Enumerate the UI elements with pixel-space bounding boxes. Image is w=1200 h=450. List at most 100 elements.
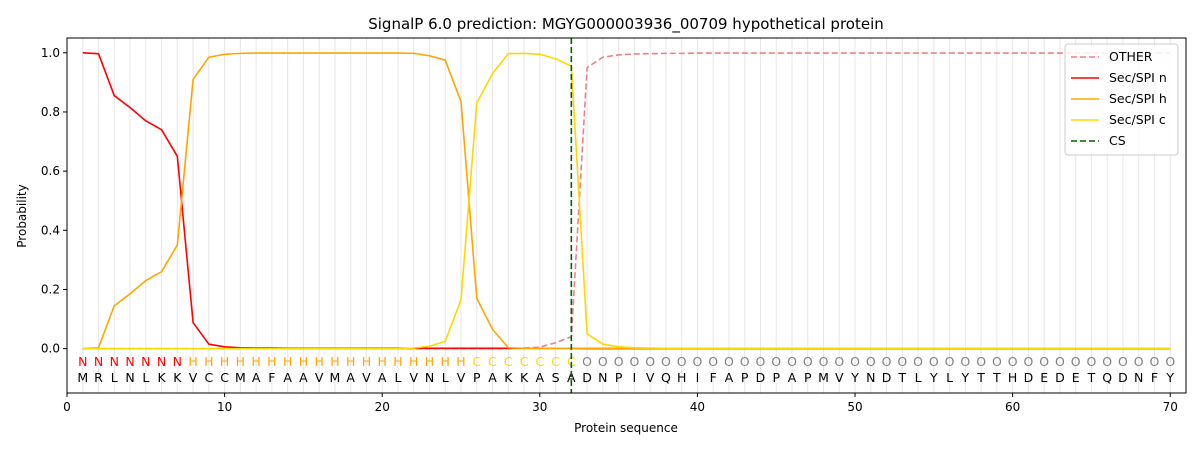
residue-letter: L: [946, 370, 953, 385]
residue-letter: V: [457, 370, 466, 385]
residue-letter: E: [1040, 370, 1048, 385]
x-tick-label: 40: [690, 400, 705, 414]
legend: OTHER Sec/SPI n Sec/SPI h Sec/SPI c CS: [1064, 43, 1179, 156]
region-label: C: [472, 354, 481, 369]
region-label: H: [236, 354, 245, 369]
region-label: O: [598, 354, 608, 369]
residue-letter: Y: [961, 370, 970, 385]
residue-letter: M: [235, 370, 246, 385]
region-label: O: [834, 354, 844, 369]
y-tick-label: 0.4: [41, 223, 60, 237]
region-label: C: [520, 354, 529, 369]
x-tick-label: 30: [532, 400, 547, 414]
residue-letter: Y: [850, 370, 859, 385]
region-label: O: [1150, 354, 1160, 369]
residue-letter: F: [710, 370, 717, 385]
region-label: H: [330, 354, 339, 369]
x-axis-label: Protein sequence: [574, 421, 678, 435]
region-label: O: [960, 354, 970, 369]
residue-letter: D: [1055, 370, 1065, 385]
legend-label: OTHER: [1109, 49, 1153, 64]
region-label: O: [929, 354, 939, 369]
residue-letter: V: [362, 370, 371, 385]
residue-letter: S: [552, 370, 560, 385]
residue-letter: V: [189, 370, 198, 385]
residue-letter: V: [315, 370, 324, 385]
residue-letter: Q: [1102, 370, 1112, 385]
region-label: H: [220, 354, 229, 369]
region-label: H: [456, 354, 465, 369]
x-tick-label: 0: [63, 400, 71, 414]
x-tick-label: 50: [847, 400, 862, 414]
region-label: O: [803, 354, 813, 369]
region-label: O: [645, 354, 655, 369]
region-label: O: [1071, 354, 1081, 369]
residue-letter: M: [818, 370, 829, 385]
residue-letter: M: [77, 370, 88, 385]
residue-letter: K: [504, 370, 513, 385]
region-label: O: [819, 354, 829, 369]
x-tick-label: 10: [217, 400, 232, 414]
region-label: O: [661, 354, 671, 369]
residue-letter: Y: [1165, 370, 1174, 385]
residue-letter: A: [346, 370, 355, 385]
region-label: O: [771, 354, 781, 369]
region-label: H: [441, 354, 450, 369]
region-label: O: [708, 354, 718, 369]
region-label: O: [756, 354, 766, 369]
y-tick-label: 0.8: [41, 105, 60, 119]
y-tick-label: 0.6: [41, 164, 60, 178]
residue-letter: D: [756, 370, 766, 385]
residue-letter: Q: [661, 370, 671, 385]
residue-letter: A: [536, 370, 545, 385]
residue-letter: T: [992, 370, 1001, 385]
region-label: H: [378, 354, 387, 369]
residue-letter: H: [1008, 370, 1017, 385]
region-label: N: [78, 354, 87, 369]
residue-letter: Y: [929, 370, 938, 385]
region-label: O: [897, 354, 907, 369]
residue-letter: P: [804, 370, 812, 385]
residue-letter: A: [788, 370, 797, 385]
residue-letter: A: [252, 370, 261, 385]
residue-letter: I: [633, 370, 637, 385]
residue-letter: N: [425, 370, 434, 385]
region-label: O: [693, 354, 703, 369]
region-label: O: [1039, 354, 1049, 369]
region-label: O: [677, 354, 687, 369]
residue-letter: T: [976, 370, 985, 385]
region-label: N: [125, 354, 134, 369]
y-axis-label: Probability: [15, 184, 29, 247]
region-label: O: [740, 354, 750, 369]
residue-letter: P: [741, 370, 749, 385]
y-tick-label: 0.0: [41, 342, 60, 356]
region-label: O: [582, 354, 592, 369]
residue-letter: D: [882, 370, 892, 385]
series-line-0: [82, 52, 1171, 350]
region-label: C: [551, 354, 560, 369]
residue-letter: L: [111, 370, 118, 385]
residue-letter: K: [520, 370, 529, 385]
residue-letter: P: [615, 370, 623, 385]
region-label: H: [188, 354, 197, 369]
region-label: O: [787, 354, 797, 369]
residue-letter: H: [677, 370, 686, 385]
residue-letter: N: [866, 370, 875, 385]
region-label: H: [362, 354, 371, 369]
region-label: H: [393, 354, 402, 369]
residue-letter: F: [268, 370, 275, 385]
residue-letter: C: [220, 370, 229, 385]
region-label: O: [866, 354, 876, 369]
region-label: H: [425, 354, 434, 369]
legend-box: [1064, 43, 1179, 156]
region-label: O: [850, 354, 860, 369]
region-label: C: [567, 354, 576, 369]
region-label: O: [1008, 354, 1018, 369]
region-label: O: [1023, 354, 1033, 369]
legend-label: Sec/SPI h: [1109, 91, 1167, 106]
series-line-1: [82, 51, 1171, 350]
axes-frame: [66, 37, 1187, 394]
residue-letter: A: [378, 370, 387, 385]
residue-letter: T: [1087, 370, 1096, 385]
region-label: O: [882, 354, 892, 369]
